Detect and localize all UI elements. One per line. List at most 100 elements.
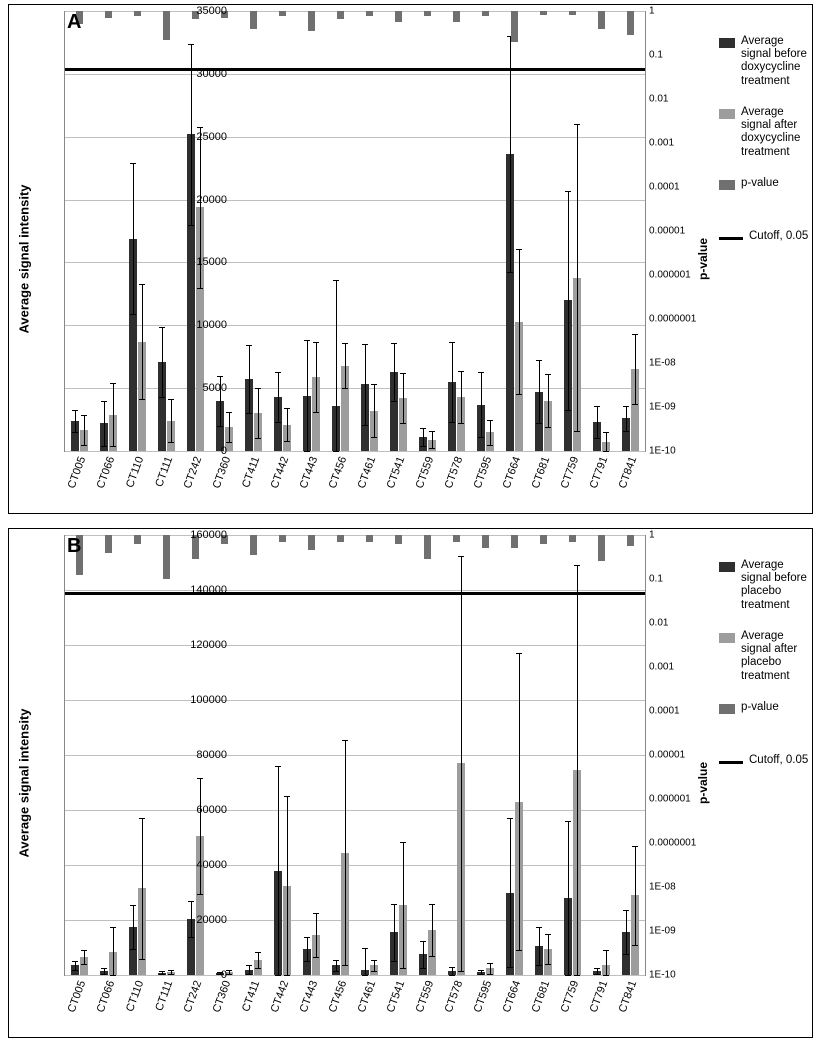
ytick-left: 20000 xyxy=(177,914,227,926)
error-cap xyxy=(594,406,600,407)
error-cap xyxy=(574,565,580,566)
error-bar xyxy=(104,401,105,446)
ytick-left: 100000 xyxy=(177,694,227,706)
error-cap xyxy=(429,904,435,905)
legend-a: Average signal before doxycycline treatm… xyxy=(719,35,811,261)
ytick-left: 10000 xyxy=(177,319,227,331)
error-bar xyxy=(403,373,404,423)
error-bar xyxy=(606,950,607,975)
gridline xyxy=(65,920,645,921)
legend-text-pvalue-b: p-value xyxy=(741,701,779,714)
error-cap xyxy=(429,448,435,449)
error-cap xyxy=(400,968,406,969)
error-cap xyxy=(574,431,580,432)
cutoff-line xyxy=(65,68,645,71)
error-cap xyxy=(246,974,252,975)
error-cap xyxy=(139,818,145,819)
error-cap xyxy=(632,846,638,847)
error-cap xyxy=(342,388,348,389)
error-bar xyxy=(336,280,337,451)
ylabel-left-b: Average signal intensity xyxy=(16,708,31,857)
error-cap xyxy=(536,965,542,966)
error-bar xyxy=(490,963,491,974)
ytick-left: 5000 xyxy=(177,382,227,394)
error-bar xyxy=(452,967,453,975)
ytick-left: 140000 xyxy=(177,584,227,596)
error-cap xyxy=(507,967,513,968)
error-cap xyxy=(449,975,455,976)
error-cap xyxy=(391,961,397,962)
pvalue-bar xyxy=(540,535,548,544)
error-cap xyxy=(246,345,252,346)
ytick-right: 0.01 xyxy=(649,618,709,629)
page: A Average signal intensity p-value Avera… xyxy=(0,0,821,1050)
legend-text-before-b: Average signal before placebo treatment xyxy=(741,559,811,612)
error-cap xyxy=(420,446,426,447)
ytick-right: 0.0001 xyxy=(649,706,709,717)
ytick-right: 1 xyxy=(649,530,709,541)
legend-item-pvalue-b: p-value xyxy=(719,701,811,714)
error-cap xyxy=(313,412,319,413)
legend-text-before-a: Average signal before doxycycline treatm… xyxy=(741,35,811,88)
ytick-right: 0.00001 xyxy=(649,226,709,237)
error-cap xyxy=(246,413,252,414)
error-bar xyxy=(113,383,114,446)
error-bar xyxy=(278,766,279,975)
error-bar xyxy=(568,191,569,410)
legend-text-pvalue-a: p-value xyxy=(741,177,779,190)
gridline xyxy=(65,975,645,976)
legend-item-cutoff-a: Cutoff, 0.05 xyxy=(719,230,811,243)
cutoff-line xyxy=(65,592,645,595)
error-bar xyxy=(568,821,569,975)
error-cap xyxy=(284,975,290,976)
plot-area-a xyxy=(64,11,646,452)
error-cap xyxy=(130,949,136,950)
error-cap xyxy=(255,952,261,953)
error-bar xyxy=(258,388,259,438)
legend-swatch-pvalue-b xyxy=(719,704,735,714)
error-cap xyxy=(275,975,281,976)
error-cap xyxy=(623,406,629,407)
error-cap xyxy=(371,437,377,438)
pvalue-bar xyxy=(569,535,577,542)
error-bar xyxy=(519,653,520,950)
ytick-left: 80000 xyxy=(177,749,227,761)
error-cap xyxy=(632,945,638,946)
ytick-left: 0 xyxy=(177,969,227,981)
ytick-left: 0 xyxy=(177,445,227,457)
pvalue-bar xyxy=(105,11,113,18)
error-cap xyxy=(313,342,319,343)
error-bar xyxy=(626,910,627,954)
error-cap xyxy=(81,964,87,965)
pvalue-bar xyxy=(482,535,490,548)
legend-line-cutoff-a xyxy=(719,237,743,240)
error-bar xyxy=(423,428,424,446)
legend-swatch-before-b xyxy=(719,562,735,572)
error-bar xyxy=(229,412,230,442)
ytick-right: 1E-09 xyxy=(649,402,709,413)
error-cap xyxy=(516,249,522,250)
error-cap xyxy=(139,284,145,285)
pvalue-bar xyxy=(424,11,432,16)
error-cap xyxy=(159,974,165,975)
pvalue-bar xyxy=(424,535,432,559)
pvalue-bar xyxy=(453,11,461,22)
pvalue-bar xyxy=(627,535,635,546)
gridline xyxy=(65,535,645,536)
panel-a: A Average signal intensity p-value Avera… xyxy=(8,4,813,514)
error-cap xyxy=(391,401,397,402)
error-cap xyxy=(101,968,107,969)
error-bar xyxy=(307,937,308,962)
error-cap xyxy=(284,441,290,442)
pvalue-bar xyxy=(366,11,374,16)
legend-swatch-pvalue-a xyxy=(719,180,735,190)
error-cap xyxy=(304,340,310,341)
pvalue-bar xyxy=(337,11,345,19)
pvalue-bar xyxy=(569,11,577,15)
error-cap xyxy=(246,965,252,966)
gridline xyxy=(65,11,645,12)
error-cap xyxy=(168,442,174,443)
error-cap xyxy=(159,971,165,972)
error-cap xyxy=(333,960,339,961)
error-cap xyxy=(565,191,571,192)
